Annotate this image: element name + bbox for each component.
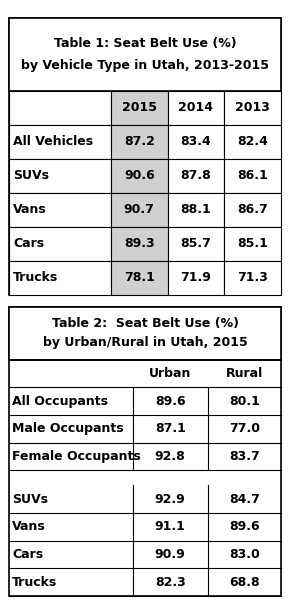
Text: Vans: Vans bbox=[13, 203, 47, 217]
Bar bbox=[111, 261, 168, 295]
Bar bbox=[9, 18, 281, 91]
Text: Vans: Vans bbox=[12, 520, 46, 533]
Bar bbox=[168, 227, 224, 261]
Bar bbox=[111, 125, 168, 159]
Text: 82.3: 82.3 bbox=[155, 576, 186, 589]
Text: 89.6: 89.6 bbox=[155, 394, 186, 408]
Bar bbox=[9, 125, 111, 159]
Bar bbox=[224, 261, 281, 295]
Text: 92.8: 92.8 bbox=[155, 450, 186, 463]
Bar bbox=[111, 91, 168, 125]
Text: by Urban/Rural in Utah, 2015: by Urban/Rural in Utah, 2015 bbox=[43, 337, 247, 349]
Bar bbox=[224, 193, 281, 227]
Bar bbox=[9, 193, 111, 227]
Bar bbox=[9, 307, 281, 596]
Text: 89.3: 89.3 bbox=[124, 237, 155, 250]
Bar bbox=[168, 159, 224, 193]
Text: 83.4: 83.4 bbox=[181, 135, 211, 149]
Text: 87.8: 87.8 bbox=[181, 169, 211, 182]
Text: 82.4: 82.4 bbox=[238, 135, 268, 149]
Bar bbox=[111, 159, 168, 193]
Text: Male Occupants: Male Occupants bbox=[12, 422, 124, 435]
Text: 2015: 2015 bbox=[122, 102, 157, 114]
Text: Urban: Urban bbox=[149, 367, 191, 380]
Bar bbox=[9, 307, 281, 359]
Text: Cars: Cars bbox=[13, 237, 44, 250]
Bar bbox=[168, 261, 224, 295]
Bar bbox=[168, 91, 224, 125]
Bar bbox=[9, 261, 111, 295]
Text: 83.7: 83.7 bbox=[229, 450, 260, 463]
Text: Table 2:  Seat Belt Use (%): Table 2: Seat Belt Use (%) bbox=[52, 317, 238, 330]
Text: All Vehicles: All Vehicles bbox=[13, 135, 93, 149]
Text: 85.1: 85.1 bbox=[238, 237, 268, 250]
Text: Trucks: Trucks bbox=[12, 576, 57, 589]
Bar bbox=[224, 91, 281, 125]
Text: Table 1: Seat Belt Use (%): Table 1: Seat Belt Use (%) bbox=[54, 37, 236, 50]
Text: 90.9: 90.9 bbox=[155, 548, 186, 561]
Bar bbox=[168, 125, 224, 159]
Text: 88.1: 88.1 bbox=[181, 203, 211, 217]
Bar bbox=[9, 18, 281, 295]
Text: 80.1: 80.1 bbox=[229, 394, 260, 408]
Text: Trucks: Trucks bbox=[13, 272, 58, 285]
Bar bbox=[9, 227, 111, 261]
Text: 90.6: 90.6 bbox=[124, 169, 155, 182]
Bar bbox=[224, 159, 281, 193]
Text: 86.7: 86.7 bbox=[238, 203, 268, 217]
Text: Female Occupants: Female Occupants bbox=[12, 450, 141, 463]
Text: 91.1: 91.1 bbox=[155, 520, 186, 533]
Text: by Vehicle Type in Utah, 2013-2015: by Vehicle Type in Utah, 2013-2015 bbox=[21, 59, 269, 72]
Bar bbox=[224, 227, 281, 261]
Text: 85.7: 85.7 bbox=[181, 237, 211, 250]
Text: 83.0: 83.0 bbox=[229, 548, 260, 561]
Bar bbox=[111, 193, 168, 227]
Bar bbox=[224, 125, 281, 159]
Text: 87.1: 87.1 bbox=[155, 422, 186, 435]
Text: 71.3: 71.3 bbox=[238, 272, 268, 285]
Text: 68.8: 68.8 bbox=[229, 576, 260, 589]
Text: 89.6: 89.6 bbox=[229, 520, 260, 533]
Text: 77.0: 77.0 bbox=[229, 422, 260, 435]
Text: All Occupants: All Occupants bbox=[12, 394, 108, 408]
Text: 71.9: 71.9 bbox=[181, 272, 211, 285]
Bar bbox=[111, 227, 168, 261]
Text: Cars: Cars bbox=[12, 548, 43, 561]
Text: 87.2: 87.2 bbox=[124, 135, 155, 149]
Bar bbox=[168, 193, 224, 227]
Bar bbox=[9, 91, 111, 125]
Text: 86.1: 86.1 bbox=[238, 169, 268, 182]
Text: 90.7: 90.7 bbox=[124, 203, 155, 217]
Text: SUVs: SUVs bbox=[12, 492, 48, 506]
Text: 78.1: 78.1 bbox=[124, 272, 155, 285]
Text: 2014: 2014 bbox=[178, 102, 213, 114]
Text: Rural: Rural bbox=[226, 367, 263, 380]
Text: 2013: 2013 bbox=[235, 102, 270, 114]
Text: 92.9: 92.9 bbox=[155, 492, 186, 506]
Text: SUVs: SUVs bbox=[13, 169, 49, 182]
Bar bbox=[9, 159, 111, 193]
Text: 84.7: 84.7 bbox=[229, 492, 260, 506]
